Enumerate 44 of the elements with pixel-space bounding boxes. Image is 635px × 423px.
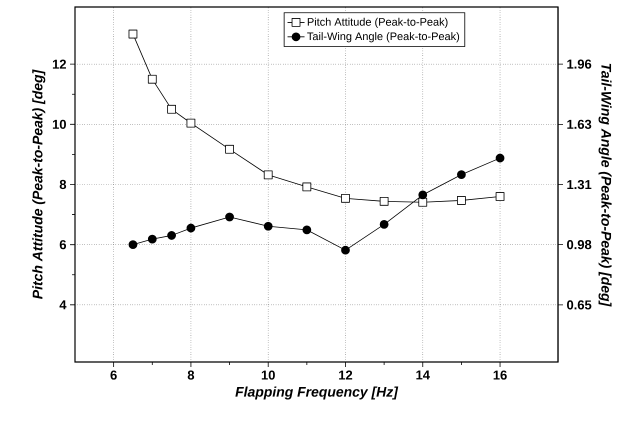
point	[496, 154, 504, 162]
point	[302, 226, 312, 234]
point	[186, 224, 196, 232]
x-tick-label: 14	[416, 370, 430, 380]
x-tick-label: 10	[262, 370, 275, 380]
point	[457, 196, 466, 205]
y2-tick-label: 0.98	[567, 240, 592, 250]
point	[380, 196, 389, 206]
y-tick-label: 6	[60, 240, 66, 250]
point	[148, 234, 157, 244]
y2-tick-label: 0.65	[567, 300, 592, 310]
x-tick-label: 6	[110, 370, 117, 380]
point	[225, 144, 234, 154]
y-tick-label: 4	[60, 300, 66, 310]
point	[186, 118, 196, 128]
point	[128, 240, 138, 250]
y-tick-label: 12	[52, 60, 66, 69]
point	[302, 182, 312, 192]
y2-axis-title: Tail-Wing Angle (Peak-to-Peak) [deg]	[598, 64, 612, 307]
point	[457, 170, 466, 180]
y2-tick-label: 1.31	[567, 180, 592, 190]
point	[167, 104, 176, 114]
point	[264, 170, 273, 180]
y2-tick-label: 1.96	[567, 60, 592, 69]
y-tick-label: 8	[60, 180, 66, 190]
x-tick-label: 8	[188, 370, 194, 380]
y2-tick-label: 1.63	[567, 120, 592, 129]
point	[418, 190, 428, 200]
x-axis-title: Flapping Frequency [Hz]	[235, 386, 398, 400]
point	[380, 220, 389, 229]
x-tick-label: 12	[339, 370, 352, 380]
legend-label: Tail-Wing Angle (Peak-to-Peak)	[307, 32, 460, 42]
point	[264, 222, 273, 231]
y-tick-label: 10	[52, 120, 66, 129]
point	[341, 194, 350, 203]
point	[148, 74, 157, 84]
point	[496, 192, 504, 201]
point	[128, 30, 138, 38]
point	[167, 231, 176, 240]
x-tick-label: 16	[494, 370, 507, 380]
point	[225, 212, 234, 222]
point	[341, 246, 350, 255]
legend-label: Pitch Attitude (Peak-to-Peak)	[308, 18, 448, 28]
y-axis-title: Pitch Attitude (Peak-to-Peak) [deg]	[32, 69, 46, 299]
